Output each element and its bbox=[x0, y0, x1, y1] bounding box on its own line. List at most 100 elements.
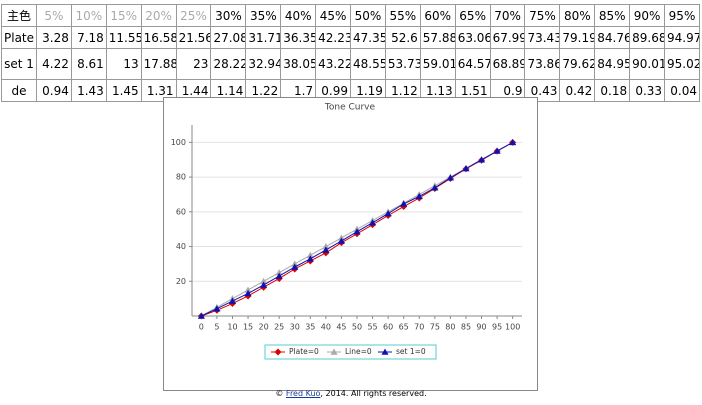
x-tick-label: 55 bbox=[367, 323, 377, 332]
cell: 31.71 bbox=[245, 26, 282, 49]
cell: 50% bbox=[350, 4, 386, 27]
cell: 32.94 bbox=[245, 48, 282, 80]
cell: 52.6 bbox=[384, 26, 421, 49]
y-tick-label: 60 bbox=[176, 207, 186, 216]
cell: 43.22 bbox=[315, 48, 352, 80]
cell: 53.73 bbox=[384, 48, 421, 80]
table-row: Plate 3.28 7.18 11.55 16.58 21.56 27.08 31.71 36… bbox=[1, 26, 700, 49]
cell: 60% bbox=[419, 4, 456, 27]
legend-label: Plate=0 bbox=[289, 347, 319, 356]
x-tick-label: 30 bbox=[290, 323, 300, 332]
cell: 1.44 bbox=[175, 79, 212, 102]
cell: 16.58 bbox=[140, 26, 177, 49]
cell: 1.45 bbox=[105, 79, 142, 102]
x-tick-label: 50 bbox=[352, 323, 362, 332]
data-point bbox=[228, 297, 236, 304]
cell: 64.57 bbox=[454, 48, 491, 80]
cell: 7.18 bbox=[70, 26, 107, 49]
cell: 1.43 bbox=[70, 79, 107, 102]
legend-label: set 1=0 bbox=[396, 347, 426, 356]
data-point bbox=[275, 272, 283, 279]
cell: 36.35 bbox=[280, 26, 317, 49]
cell: 8.61 bbox=[70, 48, 107, 80]
data-point bbox=[384, 210, 392, 217]
x-tick-label: 95 bbox=[492, 323, 502, 332]
x-tick-label: 5 bbox=[214, 323, 219, 332]
x-tick-label: 85 bbox=[461, 323, 471, 332]
data-point bbox=[322, 243, 330, 250]
data-point bbox=[213, 305, 221, 312]
data-point bbox=[431, 184, 439, 191]
cell: 0.43 bbox=[524, 79, 561, 102]
data-point bbox=[509, 138, 517, 146]
cell: 21.56 bbox=[175, 26, 212, 49]
cell: 84.95 bbox=[594, 48, 631, 80]
table-row: set 1 4.22 8.61 13 17.88 23 28.22 32.94 38.05 43.… bbox=[1, 48, 700, 80]
y-tick-label: 20 bbox=[176, 277, 186, 286]
y-tick-label: 80 bbox=[176, 173, 186, 182]
x-tick-label: 20 bbox=[259, 323, 269, 332]
cell: 40% bbox=[280, 4, 317, 27]
footer: © Fred Kuo, 2014. All rights reserved. bbox=[0, 389, 702, 398]
cell: 89.68 bbox=[629, 26, 666, 49]
cell: 79.19 bbox=[559, 26, 596, 49]
data-point bbox=[275, 269, 283, 276]
cell: 59.01 bbox=[419, 48, 456, 80]
cell: 42.23 bbox=[315, 26, 352, 49]
x-tick-label: 70 bbox=[414, 323, 424, 332]
data-point bbox=[400, 200, 408, 207]
cell: 4.22 bbox=[36, 48, 72, 80]
row-label: 主色 bbox=[1, 4, 37, 27]
cell: 84.76 bbox=[594, 26, 631, 49]
cell: 63.06 bbox=[454, 26, 491, 49]
cell: 0.18 bbox=[594, 79, 631, 102]
data-point bbox=[493, 147, 501, 154]
data-point bbox=[337, 237, 345, 244]
cell: 95% bbox=[664, 4, 700, 27]
x-tick-label: 45 bbox=[336, 323, 346, 332]
cell: 15% bbox=[105, 4, 142, 27]
cell: 90% bbox=[629, 4, 666, 27]
data-point bbox=[353, 228, 361, 235]
data-point bbox=[478, 156, 486, 163]
cell: 10% bbox=[70, 4, 107, 27]
legend-marker bbox=[330, 348, 338, 355]
cell: 25% bbox=[175, 4, 212, 27]
data-point bbox=[415, 192, 423, 200]
cell: 11.55 bbox=[105, 26, 142, 49]
header-row: 主色 5% 10% 15% 20% 25% 30% 35% 40% 45% 50% 55% 60% 65%… bbox=[1, 4, 700, 27]
cell: 17.88 bbox=[140, 48, 177, 80]
chart-frame bbox=[163, 97, 538, 391]
cell: 45% bbox=[315, 4, 352, 27]
legend-marker bbox=[381, 348, 389, 355]
x-tick-label: 80 bbox=[445, 323, 455, 332]
legend-label: Line=0 bbox=[345, 347, 372, 356]
cell: 0.33 bbox=[629, 79, 666, 102]
cell: 13 bbox=[105, 48, 142, 80]
author-link[interactable]: Fred Kuo bbox=[285, 389, 321, 398]
cell: 47.35 bbox=[350, 26, 386, 49]
cell: 70% bbox=[489, 4, 526, 27]
cell: 94.97 bbox=[664, 26, 700, 49]
data-point bbox=[291, 263, 299, 270]
cell: 90.01 bbox=[629, 48, 666, 80]
data-point bbox=[306, 255, 314, 262]
chart: Tone Curve 20 40 60 80 100 0 5 10 15 20 25 30 35 40 45… bbox=[163, 97, 538, 391]
cell: 38.05 bbox=[280, 48, 317, 80]
cell: 0.94 bbox=[36, 79, 72, 102]
cell: 3.28 bbox=[36, 26, 72, 49]
x-tick-label: 0 bbox=[199, 323, 204, 332]
x-tick-label: 75 bbox=[430, 323, 440, 332]
x-tick-label: 65 bbox=[399, 323, 409, 332]
x-tick-label: 15 bbox=[243, 323, 253, 332]
footer-prefix: © bbox=[275, 389, 286, 398]
y-tick-label: 40 bbox=[176, 242, 186, 251]
legend-marker bbox=[274, 348, 282, 356]
cell: 1.31 bbox=[140, 79, 177, 102]
cell: 28.22 bbox=[210, 48, 247, 80]
y-tick-label: 100 bbox=[171, 138, 186, 147]
cell: 23 bbox=[175, 48, 212, 80]
x-tick-label: 10 bbox=[227, 323, 237, 332]
x-tick-label: 100 bbox=[505, 323, 520, 332]
